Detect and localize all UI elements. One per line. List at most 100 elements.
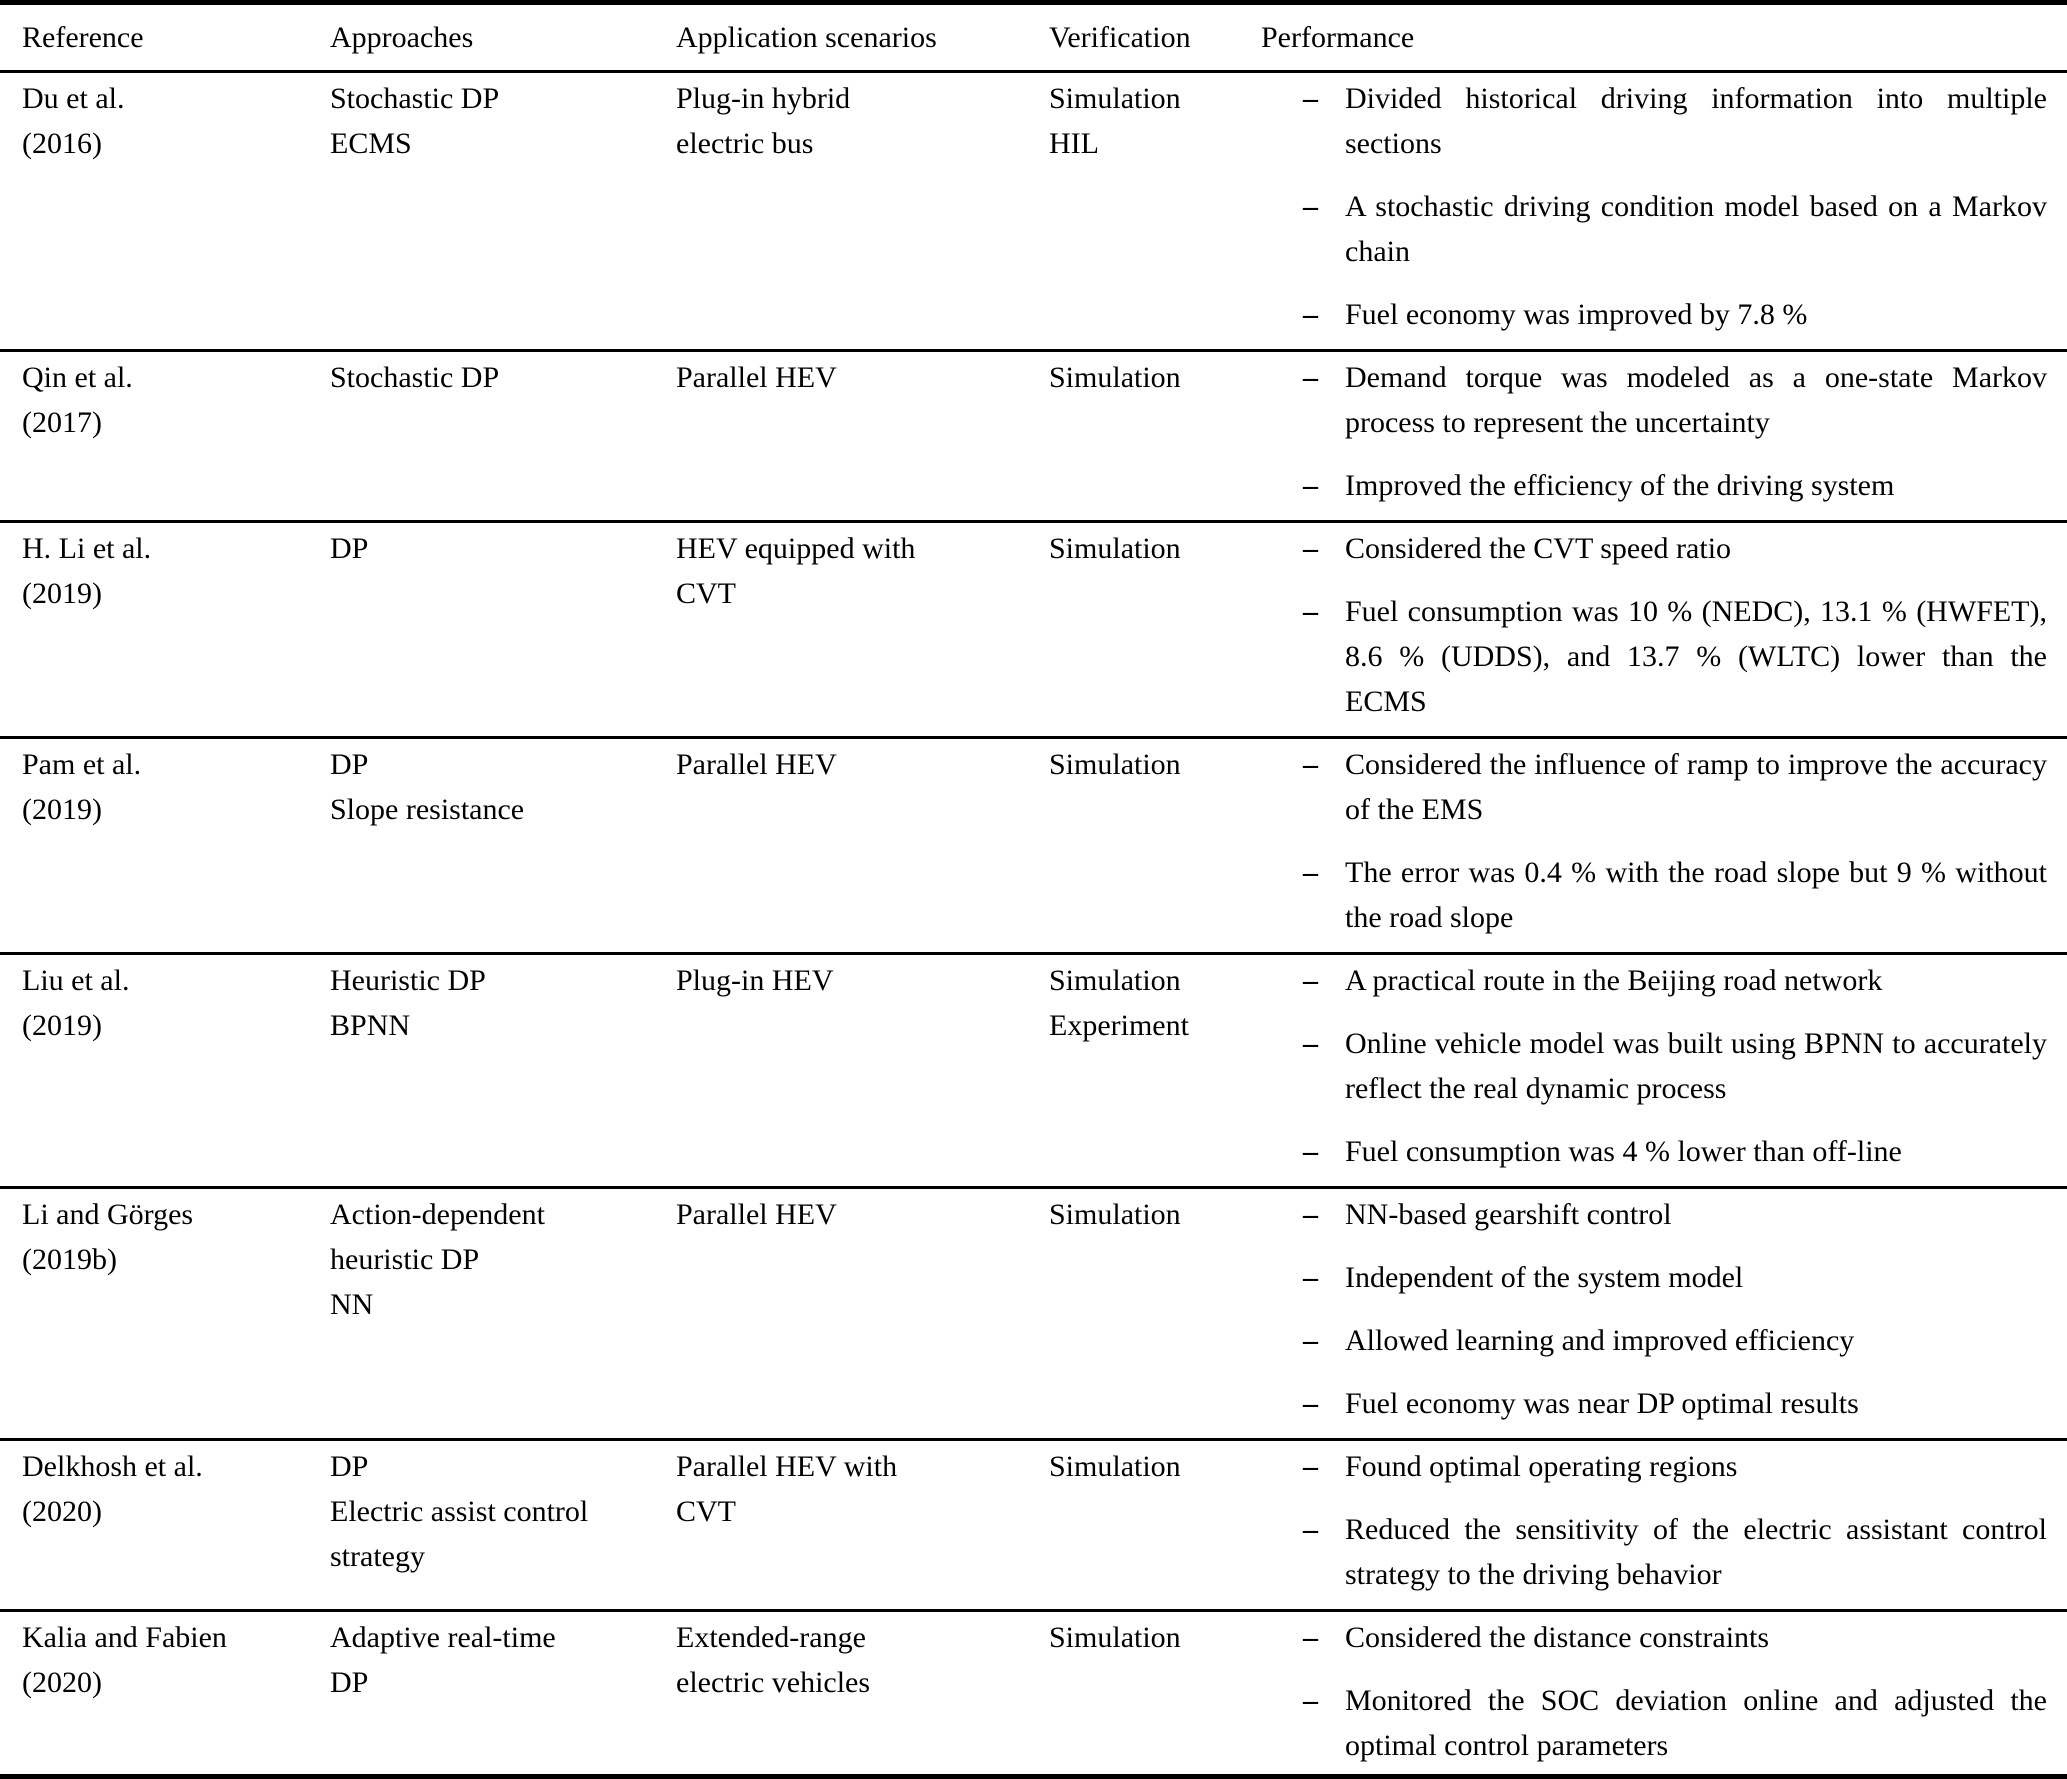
verification-line: Simulation [1049, 82, 1181, 115]
dash-bullet-icon: – [1303, 469, 1318, 502]
table-body: Du et al. (2016) Stochastic DP ECMS Plug-i… [0, 73, 2067, 1774]
dash-bullet-icon: – [1303, 1198, 1318, 1231]
dash-bullet-icon: – [1303, 82, 1318, 115]
performance-item: – NN-based gearshift control [1303, 1192, 2047, 1237]
reference-line: (2019b) [22, 1243, 117, 1276]
table-row: Du et al. (2016) Stochastic DP ECMS Plug-i… [0, 73, 2067, 352]
table-row: H. Li et al. (2019) DP HEV equipped with C… [0, 523, 2067, 739]
cell-application-scenarios: Parallel HEV [654, 352, 1027, 520]
performance-text: Allowed learning and improved efficiency [1345, 1324, 1855, 1357]
cell-performance: – Demand torque was modeled as a one-stat… [1239, 352, 2067, 520]
table-header-row: Reference Approaches Application scenari… [0, 5, 2067, 73]
reference-line: (2019) [22, 577, 102, 610]
dash-bullet-icon: – [1303, 1261, 1318, 1294]
table-row: Kalia and Fabien (2020) Adaptive real-tim… [0, 1612, 2067, 1774]
performance-text: Found optimal operating regions [1345, 1450, 1738, 1483]
verification-line: HIL [1049, 127, 1099, 160]
cell-application-scenarios: Parallel HEV [654, 739, 1027, 952]
application-line: Plug-in HEV [676, 964, 834, 997]
reference-line: Kalia and Fabien [22, 1621, 227, 1654]
cell-approaches: Heuristic DP BPNN [308, 955, 654, 1186]
reference-line: Pam et al. [22, 748, 142, 781]
performance-text: Fuel economy was improved by 7.8 % [1345, 298, 1808, 331]
application-line: electric vehicles [676, 1666, 871, 1699]
performance-item: – Online vehicle model was built using BP… [1303, 1021, 2047, 1111]
cell-approaches: DP Electric assist control strategy [308, 1441, 654, 1609]
cell-verification: Simulation [1027, 1189, 1239, 1438]
approaches-line: Action-dependent [330, 1198, 545, 1231]
approaches-line: DP [330, 532, 369, 565]
reference-line: H. Li et al. [22, 532, 152, 565]
cell-performance: – Considered the distance constraints – Mon… [1239, 1612, 2067, 1774]
performance-item: – Improved the efficiency of the driving … [1303, 463, 2047, 508]
cell-verification: Simulation [1027, 523, 1239, 736]
verification-line: Simulation [1049, 1621, 1181, 1654]
approaches-line: heuristic DP [330, 1243, 480, 1276]
dash-bullet-icon: – [1303, 190, 1318, 223]
cell-approaches: Stochastic DP ECMS [308, 73, 654, 349]
dash-bullet-icon: – [1303, 856, 1318, 889]
performance-item: – The error was 0.4 % with the road slope… [1303, 850, 2047, 940]
reference-line: Liu et al. [22, 964, 130, 997]
performance-item: – A stochastic driving condition model ba… [1303, 184, 2047, 274]
cell-reference: Du et al. (2016) [0, 73, 308, 349]
cell-performance: – A practical route in the Beijing road n… [1239, 955, 2067, 1186]
table-row: Qin et al. (2017) Stochastic DP Parallel … [0, 352, 2067, 523]
performance-text: Independent of the system model [1345, 1261, 1744, 1294]
cell-reference: Delkhosh et al. (2020) [0, 1441, 308, 1609]
reference-line: (2019) [22, 1009, 102, 1042]
application-line: Parallel HEV [676, 1198, 837, 1231]
cell-application-scenarios: Parallel HEV [654, 1189, 1027, 1438]
column-header-reference: Reference [22, 21, 144, 54]
verification-line: Experiment [1049, 1009, 1189, 1042]
application-line: Parallel HEV [676, 748, 837, 781]
performance-text: Considered the CVT speed ratio [1345, 532, 1732, 565]
application-line: Parallel HEV [676, 361, 837, 394]
performance-item: – Fuel consumption was 4 % lower than off… [1303, 1129, 2047, 1174]
dash-bullet-icon: – [1303, 298, 1318, 331]
cell-verification: Simulation [1027, 352, 1239, 520]
performance-text: The error was 0.4 % with the road slope … [1345, 856, 2047, 934]
cell-application-scenarios: Plug-in HEV [654, 955, 1027, 1186]
performance-item: – Found optimal operating regions [1303, 1444, 2047, 1489]
performance-text: Divided historical driving information i… [1345, 82, 2047, 160]
dash-bullet-icon: – [1303, 595, 1318, 628]
dash-bullet-icon: – [1303, 964, 1318, 997]
column-header-approaches: Approaches [330, 21, 474, 54]
cell-reference: Kalia and Fabien (2020) [0, 1612, 308, 1774]
cell-performance: – Found optimal operating regions – Reduced… [1239, 1441, 2067, 1609]
cell-application-scenarios: Parallel HEV with CVT [654, 1441, 1027, 1609]
reference-line: (2016) [22, 127, 102, 160]
cell-reference: Li and Görges (2019b) [0, 1189, 308, 1438]
performance-text: A stochastic driving condition model bas… [1345, 190, 2047, 268]
verification-line: Simulation [1049, 532, 1181, 565]
cell-verification: Simulation Experiment [1027, 955, 1239, 1186]
reference-line: Du et al. [22, 82, 125, 115]
dash-bullet-icon: – [1303, 1027, 1318, 1060]
dash-bullet-icon: – [1303, 532, 1318, 565]
approaches-line: DP [330, 1450, 369, 1483]
performance-item: – Considered the influence of ramp to imp… [1303, 742, 2047, 832]
reference-line: (2020) [22, 1495, 102, 1528]
performance-text: Improved the efficiency of the driving s… [1345, 469, 1895, 502]
dash-bullet-icon: – [1303, 748, 1318, 781]
reference-line: (2017) [22, 406, 102, 439]
application-line: Extended-range [676, 1621, 866, 1654]
performance-item: – Fuel economy was improved by 7.8 % [1303, 292, 2047, 337]
performance-item: – Divided historical driving information … [1303, 76, 2047, 166]
dash-bullet-icon: – [1303, 1324, 1318, 1357]
approaches-line: BPNN [330, 1009, 411, 1042]
reference-line: (2019) [22, 793, 102, 826]
performance-item: – Allowed learning and improved efficienc… [1303, 1318, 2047, 1363]
performance-item: – Fuel economy was near DP optimal result… [1303, 1381, 2047, 1426]
verification-line: Simulation [1049, 361, 1181, 394]
performance-text: Fuel consumption was 10 % (NEDC), 13.1 %… [1345, 595, 2047, 718]
table-row: Pam et al. (2019) DP Slope resistance Para… [0, 739, 2067, 955]
reference-line: Delkhosh et al. [22, 1450, 203, 1483]
performance-item: – Independent of the system model [1303, 1255, 2047, 1300]
approaches-line: Stochastic DP [330, 82, 500, 115]
performance-item: – Demand torque was modeled as a one-stat… [1303, 355, 2047, 445]
column-header-verification: Verification [1049, 21, 1191, 54]
performance-item: – Fuel consumption was 10 % (NEDC), 13.1 … [1303, 589, 2047, 724]
application-line: CVT [676, 577, 736, 610]
